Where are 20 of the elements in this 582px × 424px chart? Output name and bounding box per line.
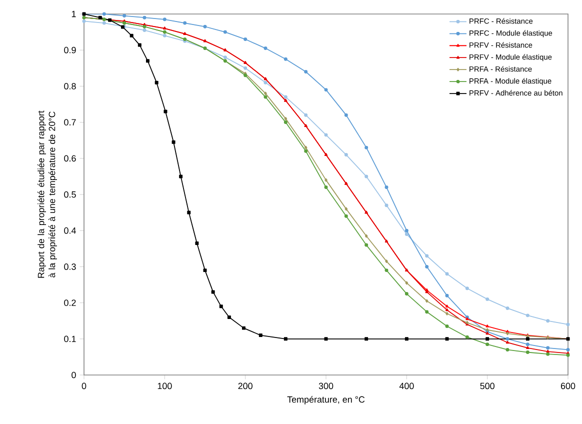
y-tick-label: 1 [72,10,76,18]
y-tick-label: 0.6 [64,155,76,162]
x-tick-label: 0 [82,382,86,390]
x-tick-label: 400 [399,382,414,390]
y-tick-label: 0.3 [64,264,76,270]
y-tick-label: 0.7 [64,119,76,126]
y-tick-label: 0 [72,372,76,378]
y-tick-label: 0.5 [64,191,76,198]
x-tick-label: 300 [318,382,334,390]
x-tick-label: 600 [560,382,576,390]
y-tick-label: 0.1 [64,336,76,342]
x-tick-label: 500 [480,382,494,390]
x-tick-label: 100 [158,382,172,390]
y-tick-label: 0.8 [64,83,76,90]
y-tick-label: 0.9 [64,46,76,54]
y-axis-title: Raport de la propriété étudiée par rapport à la propriété à une température de 20°C [38,110,57,278]
y-tick-label: 0.4 [64,227,76,234]
x-axis-title: Température, en °C [287,396,365,404]
x-tick-label: 200 [238,382,252,390]
y-tick-label: 0.2 [64,300,76,306]
